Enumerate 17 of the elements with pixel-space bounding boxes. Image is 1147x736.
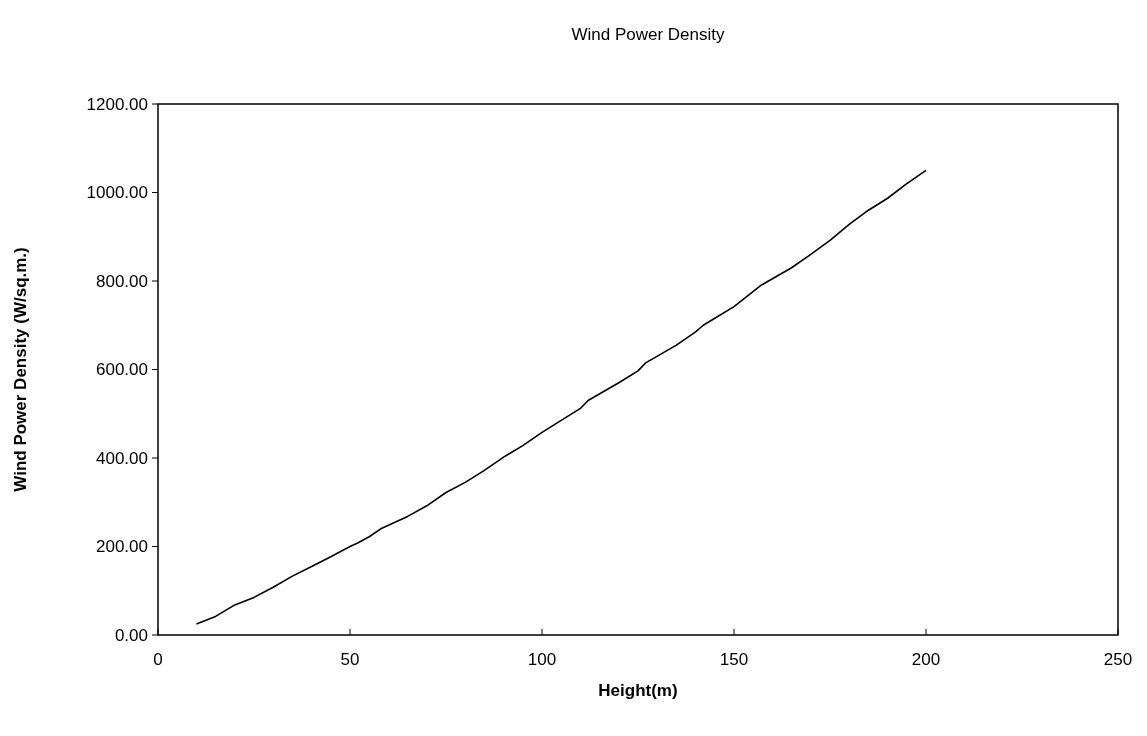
x-tick-label: 50 [340, 650, 360, 669]
y-axis-title: Wind Power Density (W/sq.m.) [11, 247, 30, 492]
x-tick-label: 250 [1103, 650, 1133, 669]
y-tick-label: 800.00 [96, 271, 148, 291]
y-tick-label: 1200.00 [86, 94, 148, 114]
y-tick-label: 600.00 [96, 360, 148, 380]
y-tick-label: 1000.00 [86, 183, 148, 203]
x-tick-label: 200 [911, 650, 941, 669]
y-tick-label: 0.00 [114, 625, 148, 645]
x-tick-label: 150 [719, 650, 749, 669]
x-tick-label: 0 [153, 650, 163, 669]
line-series [195, 169, 927, 625]
y-tick-label: 400.00 [96, 448, 148, 468]
chart-title: Wind Power Density [571, 25, 726, 44]
y-tick-label: 200.00 [96, 537, 148, 557]
x-tick-label: 100 [527, 650, 557, 669]
x-axis-title: Height(m) [598, 681, 678, 700]
